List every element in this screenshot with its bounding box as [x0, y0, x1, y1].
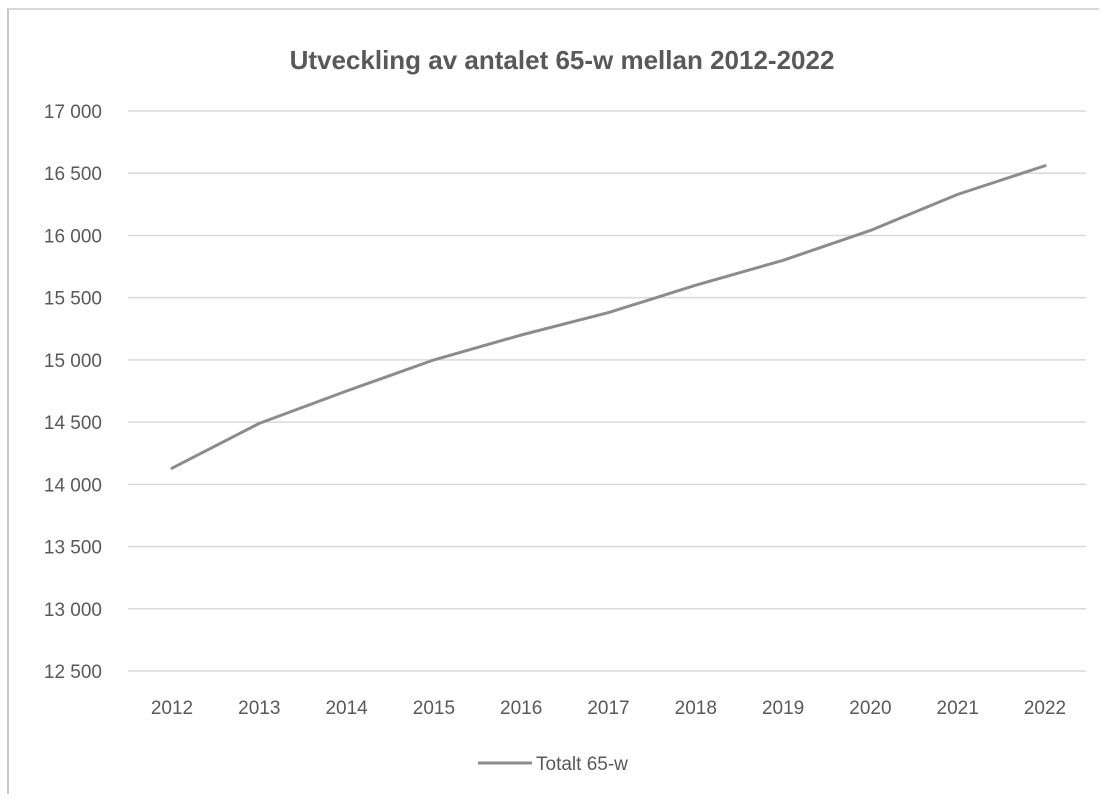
x-tick-label: 2021	[937, 698, 979, 719]
x-tick-label: 2013	[238, 698, 280, 719]
legend-label: Totalt 65-w	[536, 754, 628, 775]
series-layer	[170, 164, 1047, 470]
x-tick-label: 2022	[1024, 698, 1066, 719]
x-tick-label: 2012	[151, 698, 193, 719]
y-tick-label: 14 000	[44, 475, 102, 496]
y-tick-label: 12 500	[44, 662, 102, 683]
x-tick-label: 2016	[500, 698, 542, 719]
legend: Totalt 65-w	[478, 754, 628, 775]
x-tick-label: 2014	[325, 698, 368, 719]
y-tick-label: 15 000	[44, 351, 102, 372]
y-tick-label: 16 500	[44, 164, 102, 185]
grid-lines	[128, 110, 1086, 672]
y-axis-ticks: 12 500 13 000 13 500 14 000 14 500 15 000 15 5…	[44, 102, 102, 683]
y-tick-label: 13 000	[44, 600, 102, 621]
y-tick-label: 14 500	[44, 413, 102, 434]
x-tick-label: 2015	[413, 698, 455, 719]
y-tick-label: 17 000	[44, 102, 102, 123]
x-tick-label: 2017	[587, 698, 629, 719]
y-tick-label: 15 500	[44, 289, 102, 310]
x-tick-label: 2018	[675, 698, 717, 719]
x-axis-ticks: 2012 2013 2014 2015 2016 2017 2018 2019 2020 2021…	[151, 698, 1066, 719]
chart-frame	[7, 8, 1099, 794]
x-tick-label: 2020	[849, 698, 891, 719]
y-tick-label: 13 500	[44, 538, 102, 559]
chart-title: Utveckling av antalet 65-w mellan 2012-2…	[290, 45, 835, 75]
y-tick-label: 16 000	[44, 226, 102, 247]
x-tick-label: 2019	[762, 698, 804, 719]
